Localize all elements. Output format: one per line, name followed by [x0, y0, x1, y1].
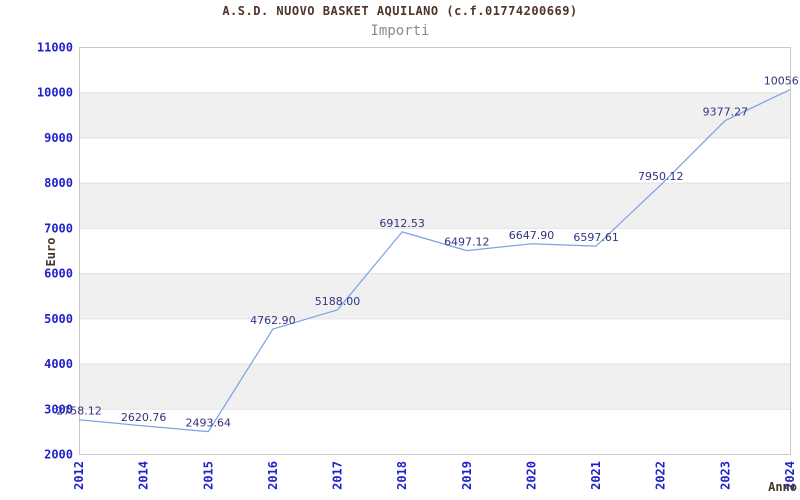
- data-point-label: 5188.00: [315, 295, 361, 308]
- x-axis-title: Anno: [768, 480, 797, 494]
- data-point-label: 9377.27: [703, 105, 749, 118]
- data-point-label: 2620.76: [121, 411, 167, 424]
- y-tick-label: 4000: [44, 357, 73, 371]
- data-point-label: 10056.00: [764, 75, 800, 88]
- x-tick-label: 2012: [72, 461, 86, 490]
- y-axis-title: Euro: [44, 238, 58, 267]
- data-point-label: 4762.90: [250, 314, 296, 327]
- x-tick-label: 2024: [783, 461, 797, 490]
- plot-band: [79, 273, 790, 319]
- plot-band: [79, 92, 790, 138]
- chart-title: A.S.D. NUOVO BASKET AQUILANO (c.f.017742…: [222, 4, 578, 18]
- y-tick-label: 8000: [44, 176, 73, 190]
- data-point-label: 6597.61: [573, 231, 619, 244]
- x-tick-label: 2022: [654, 461, 668, 490]
- y-tick-label: 11000: [37, 41, 73, 55]
- x-tick-label: 2016: [266, 461, 280, 490]
- y-tick-label: 9000: [44, 131, 73, 145]
- y-tick-label: 10000: [37, 86, 73, 100]
- x-tick-label: 2023: [718, 461, 732, 490]
- x-tick-label: 2017: [331, 461, 345, 490]
- y-tick-label: 7000: [44, 221, 73, 235]
- plot-band: [79, 182, 790, 228]
- x-tick-label: 2020: [524, 461, 538, 490]
- chart-subtitle: Importi: [370, 23, 430, 39]
- data-point-label: 2758.12: [56, 405, 102, 418]
- data-point-label: 6912.53: [379, 217, 425, 230]
- y-tick-label: 2000: [44, 448, 73, 462]
- data-point-label: 2493.64: [186, 417, 232, 430]
- y-tick-label: 5000: [44, 312, 73, 326]
- x-tick-label: 2015: [201, 461, 215, 490]
- data-point-label: 6647.90: [509, 229, 555, 242]
- data-point-label: 7950.12: [638, 170, 684, 183]
- y-tick-label: 3000: [44, 402, 73, 416]
- plot-border: [79, 47, 791, 455]
- x-tick-label: 2018: [395, 461, 409, 490]
- plot-band: [79, 363, 790, 409]
- x-tick-label: 2021: [589, 461, 603, 490]
- data-line: [78, 89, 791, 433]
- y-tick-label: 6000: [44, 267, 73, 281]
- x-tick-label: 2019: [460, 461, 474, 490]
- data-point-label: 6497.12: [444, 236, 490, 249]
- x-tick-label: 2014: [137, 461, 151, 490]
